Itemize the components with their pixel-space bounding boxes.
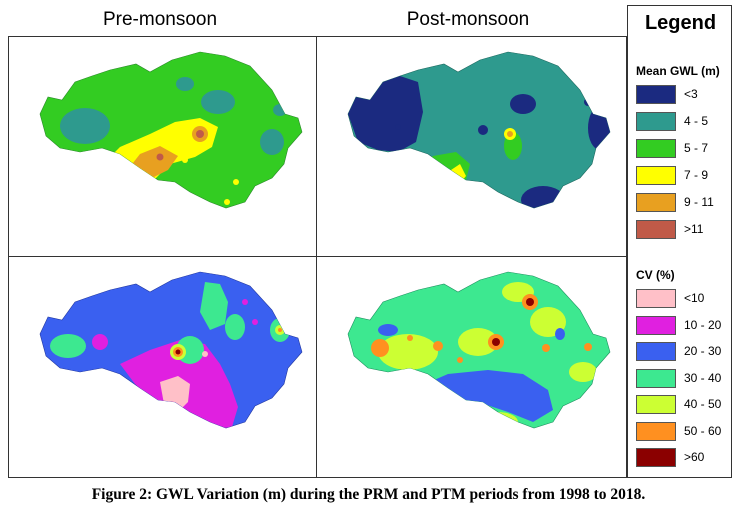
legend-gwl-swatch <box>636 166 676 185</box>
map-pre-monsoon-cv <box>39 271 303 429</box>
legend-gwl-label: 9 - 11 <box>684 195 714 209</box>
legend-cv-item: <10 <box>636 289 731 309</box>
figure-caption: Figure 2: GWL Variation (m) during the P… <box>91 486 646 503</box>
legend-gwl-item: >11 <box>636 220 731 240</box>
legend-cv-title: CV (%) <box>636 268 675 282</box>
legend-cv-label: 50 - 60 <box>684 423 722 438</box>
legend-gwl-swatch <box>636 112 676 131</box>
legend-cv-item: 20 - 30 <box>636 342 731 362</box>
legend-gwl-swatch <box>636 139 676 158</box>
legend-gwl-label: 4 - 5 <box>684 114 709 128</box>
legend-gwl-item: 7 - 9 <box>636 166 731 186</box>
legend-gwl-title: Mean GWL (m) <box>636 64 720 78</box>
legend-title: Legend <box>644 12 717 34</box>
legend-gwl-swatch <box>636 220 676 239</box>
legend-cv-item: 10 - 20 <box>636 315 731 336</box>
legend-cv-swatch <box>636 395 676 414</box>
legend-cv-swatch <box>636 368 676 388</box>
legend-cv-swatch <box>636 289 676 308</box>
legend-cv-item: 40 - 50 <box>636 395 731 415</box>
legend-gwl-label: >11 <box>684 222 704 236</box>
map-post-monsoon-cv <box>347 271 611 429</box>
map-pre-monsoon-gwl <box>39 51 303 209</box>
legend-cv-label: 20 - 30 <box>684 344 722 358</box>
legend-gwl-item: <3 <box>636 85 731 105</box>
legend-cv-label: <10 <box>684 291 705 305</box>
legend-gwl-item: 5 - 7 <box>636 139 731 159</box>
legend-gwl-label: 7 - 9 <box>684 168 709 182</box>
legend-cv-swatch <box>636 421 676 441</box>
legend-gwl-label: 5 - 7 <box>684 141 709 155</box>
legend-cv-label: >60 <box>684 450 705 464</box>
column-title-pre-monsoon: Pre-monsoon <box>102 9 218 30</box>
legend-gwl-label: <3 <box>684 87 698 101</box>
legend-gwl-item: 9 - 11 <box>636 193 731 213</box>
legend-gwl-swatch <box>636 193 676 212</box>
legend-cv-swatch <box>636 315 676 335</box>
legend-cv-label: 40 - 50 <box>684 397 722 411</box>
legend-cv-item: 50 - 60 <box>636 421 731 442</box>
legend-cv-label: 10 - 20 <box>684 317 722 332</box>
legend-gwl-swatch <box>636 85 676 104</box>
legend-cv-swatch <box>636 342 676 361</box>
legend-cv-label: 30 - 40 <box>684 370 722 385</box>
legend-gwl-item: 4 - 5 <box>636 112 731 132</box>
legend: Legend Mean GWL (m) CV (%) <3 4 - 5 5 - 7 7… <box>627 5 732 478</box>
legend-cv-item: 30 - 40 <box>636 368 731 389</box>
legend-cv-item: >60 <box>636 448 731 468</box>
legend-cv-swatch <box>636 448 676 467</box>
column-title-post-monsoon: Post-monsoon <box>406 9 530 30</box>
map-post-monsoon-gwl <box>347 51 611 209</box>
